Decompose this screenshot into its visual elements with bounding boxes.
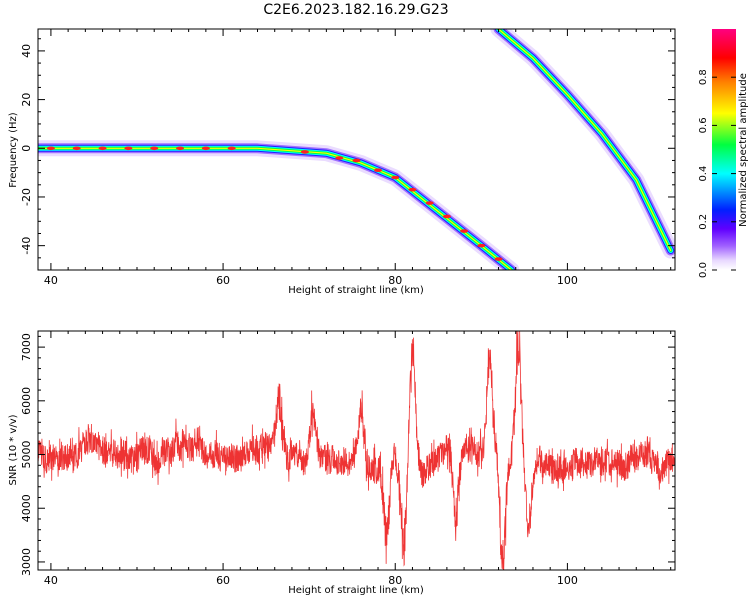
colorbar-tick-label: 0.2 <box>698 214 709 230</box>
x-tick-label: 40 <box>44 274 58 287</box>
y-tick-label: 5000 <box>20 441 33 469</box>
colorbar-gradient <box>712 29 736 270</box>
ridge-peak-mark <box>352 158 361 163</box>
ridge-peak-mark <box>46 146 55 151</box>
ridge-peak-mark <box>150 146 159 151</box>
ridge-peak-mark <box>374 168 383 172</box>
snr-frame <box>37 330 676 571</box>
figure-title: C2E6.2023.182.16.29.G23 <box>263 2 448 18</box>
colorbar-tick-label: 0.4 <box>698 166 709 182</box>
x-tick-label: 100 <box>557 574 578 587</box>
spectral-ridges <box>38 29 675 270</box>
ridge-peak-mark <box>335 156 344 160</box>
x-tick-label: 100 <box>557 274 578 287</box>
ridge-peak-mark <box>494 257 503 261</box>
y-tick-label: 3000 <box>20 548 33 576</box>
colorbar: 0.0 0.2 0.4 0.6 0.8 Normalized spectral ampl… <box>698 29 749 278</box>
ridge-peak-mark <box>408 187 417 192</box>
ridge-peak-mark <box>98 146 107 151</box>
spectrogram-frame <box>37 28 676 271</box>
colorbar-tick-label: 0.8 <box>698 69 709 85</box>
ridge-peak-mark <box>425 201 434 205</box>
snr-series-line <box>38 331 675 570</box>
ridge-peak-mark <box>176 146 185 151</box>
snr-ticks: 40 60 80 100 3000 4000 5000 6000 7000 <box>20 331 675 587</box>
ridge-peak-mark <box>201 146 210 151</box>
ridge-peak-mark <box>442 214 451 219</box>
y-tick-label: -40 <box>20 237 33 255</box>
spectrogram-xlabel: Height of straight line (km) <box>288 285 424 296</box>
x-tick-label: 80 <box>388 274 402 287</box>
x-tick-label: 60 <box>216 574 230 587</box>
spectrogram-panel: 40 60 80 100 -40 -20 0 20 40 Height of straight … <box>8 28 676 296</box>
x-tick-label: 40 <box>44 574 58 587</box>
colorbar-ticks: 0.0 0.2 0.4 0.6 0.8 <box>698 69 736 278</box>
ridge-peak-mark <box>477 243 486 248</box>
y-tick-label: 7000 <box>20 333 33 361</box>
ridge-peak-mark <box>391 175 400 180</box>
x-tick-label: 60 <box>216 274 230 287</box>
colorbar-tick-label: 0.0 <box>698 262 709 278</box>
snr-xlabel: Height of straight line (km) <box>288 585 424 596</box>
snr-panel: 40 60 80 100 3000 4000 5000 6000 7000 Height of … <box>8 330 676 596</box>
y-tick-label: 4000 <box>20 494 33 522</box>
x-tick-label: 80 <box>388 574 402 587</box>
ridge-peak-mark <box>72 146 81 151</box>
y-tick-label: -20 <box>20 188 33 206</box>
snr-ylabel: SNR (10 * v/v) <box>8 414 19 485</box>
y-tick-label: 40 <box>20 44 33 58</box>
ridge-peak-mark <box>300 150 309 154</box>
ridge-peak-mark <box>460 229 469 233</box>
ridge-1-band <box>497 29 672 252</box>
spectrogram-ticks: 40 60 80 100 -40 -20 0 20 40 <box>20 29 675 287</box>
colorbar-tick-label: 0.6 <box>698 117 709 133</box>
y-tick-label: 20 <box>20 93 33 107</box>
colorbar-label: Normalized spectral amplitude <box>738 73 749 227</box>
y-tick-label: 6000 <box>20 387 33 415</box>
y-tick-label: 0 <box>20 145 33 152</box>
spectrogram-ylabel: Frequency (Hz) <box>8 112 19 188</box>
ridge-peak-mark <box>227 146 236 151</box>
ridge-peak-mark <box>124 146 133 151</box>
